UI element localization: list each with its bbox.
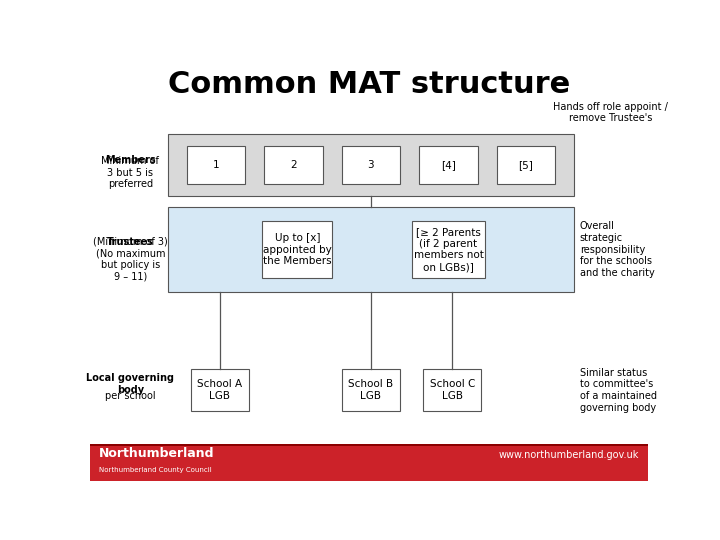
Text: (Minimum of 3)
(No maximum
but policy is
9 – 11): (Minimum of 3) (No maximum but policy is…	[93, 237, 168, 281]
Text: Up to [x]
appointed by
the Members: Up to [x] appointed by the Members	[263, 233, 332, 266]
Text: School C
LGB: School C LGB	[430, 379, 475, 401]
Text: Similar status
to committee's
of a maintained
governing body: Similar status to committee's of a maint…	[580, 368, 657, 413]
Bar	[168, 134, 575, 195]
Text: Common MAT structure: Common MAT structure	[168, 70, 570, 98]
Text: Trustees: Trustees	[107, 237, 154, 247]
Text: 2: 2	[290, 160, 297, 170]
Text: School B
LGB: School B LGB	[348, 379, 394, 401]
Bar	[419, 146, 477, 184]
Bar	[90, 444, 648, 481]
Text: 1: 1	[212, 160, 220, 170]
Text: [5]: [5]	[518, 160, 534, 170]
Bar	[342, 146, 400, 184]
Bar	[187, 146, 245, 184]
Text: Hands off role appoint /
remove Trustee's: Hands off role appoint / remove Trustee'…	[554, 102, 668, 123]
Text: per school: per school	[105, 392, 156, 401]
Text: [≥ 2 Parents
(if 2 parent
members not
on LGBs)]: [≥ 2 Parents (if 2 parent members not on…	[413, 227, 483, 272]
Text: Northumberland: Northumberland	[99, 448, 215, 461]
Bar	[412, 221, 485, 279]
Bar	[90, 444, 648, 446]
Bar	[191, 369, 249, 411]
Bar	[262, 221, 332, 279]
Text: Overall
strategic
responsibility
for the schools
and the charity: Overall strategic responsibility for the…	[580, 221, 654, 278]
Text: Minimum of
3 but 5 is
preferred: Minimum of 3 but 5 is preferred	[102, 156, 159, 189]
Bar	[168, 207, 575, 292]
Bar	[342, 369, 400, 411]
Text: 3: 3	[368, 160, 374, 170]
Text: [4]: [4]	[441, 160, 456, 170]
Bar	[264, 146, 323, 184]
Text: www.northumberland.gov.uk: www.northumberland.gov.uk	[498, 450, 639, 461]
Bar	[423, 369, 482, 411]
Text: Local governing
body: Local governing body	[86, 373, 174, 395]
Bar	[497, 146, 555, 184]
Text: Members: Members	[105, 156, 156, 165]
Text: School A
LGB: School A LGB	[197, 379, 243, 401]
Text: Northumberland County Council: Northumberland County Council	[99, 467, 212, 473]
